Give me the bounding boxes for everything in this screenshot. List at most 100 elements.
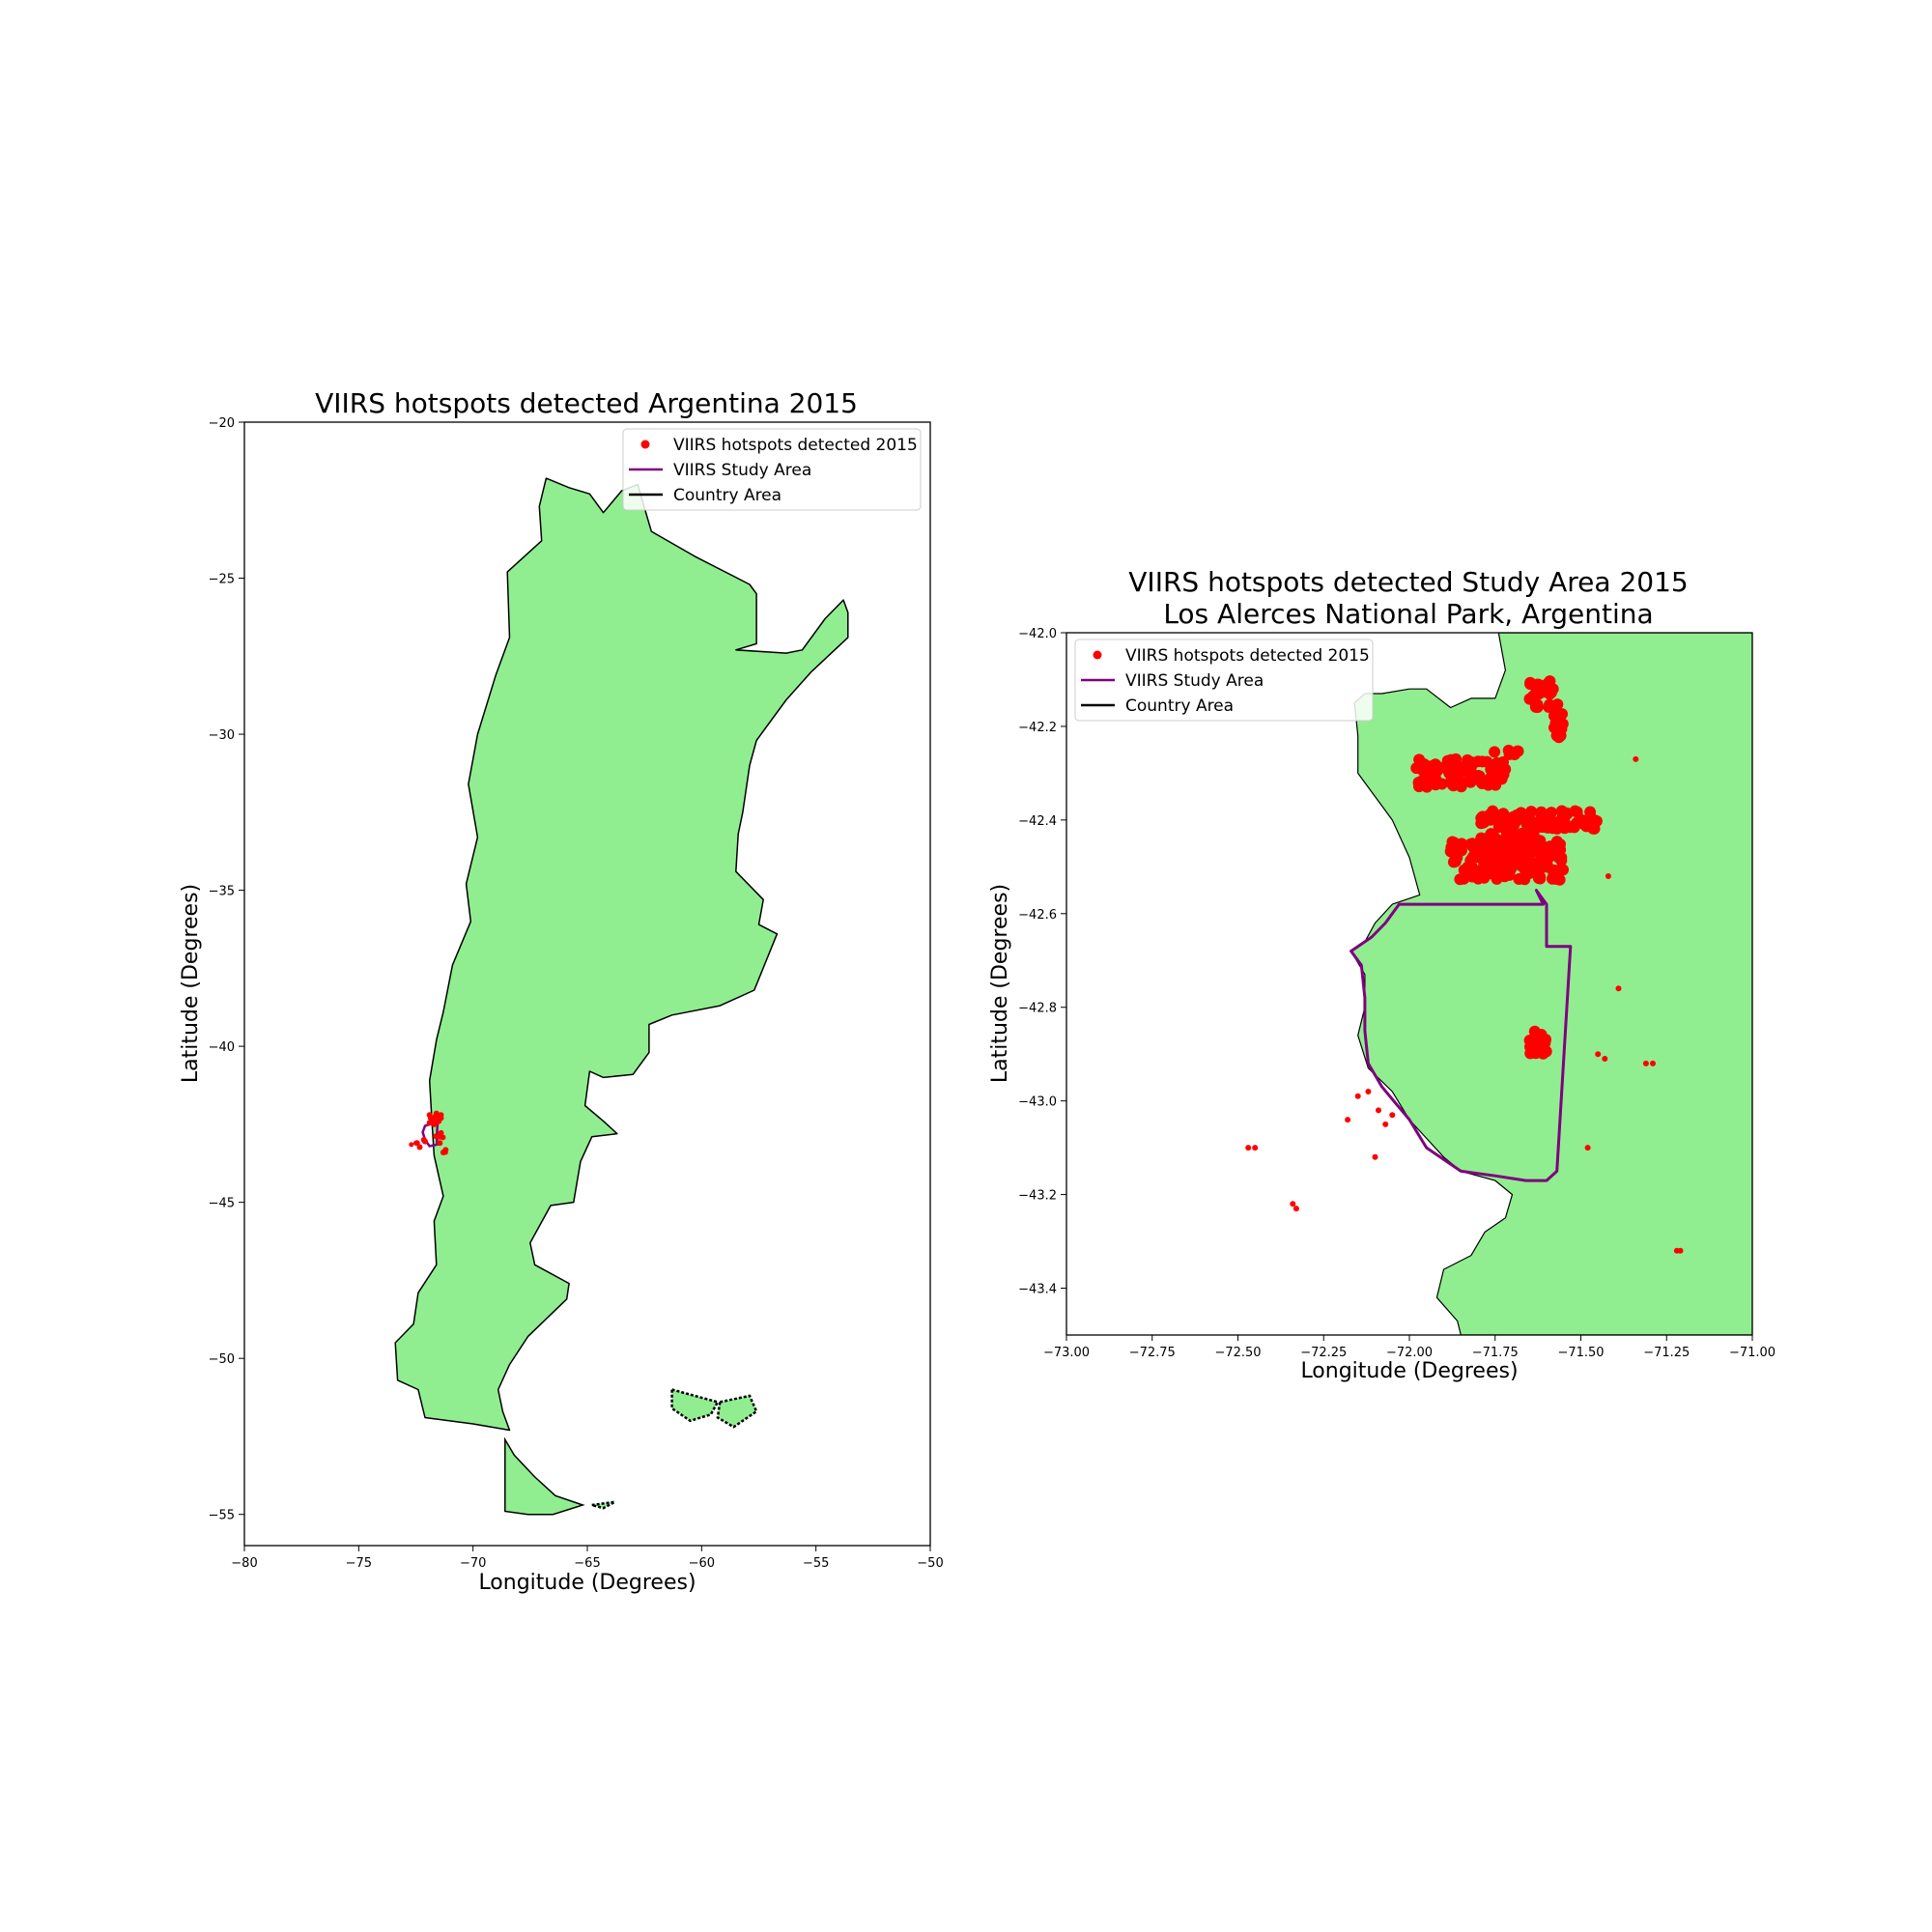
hotspot-point <box>1541 861 1553 873</box>
map-argentina-hotspots <box>409 1110 449 1155</box>
hotspot-point <box>442 1150 448 1155</box>
hotspot-point <box>1475 817 1488 830</box>
hotspot-point <box>1533 838 1546 850</box>
legend-country-label: Country Area <box>673 486 781 505</box>
map-study-area-x-tick-label: −73.00 <box>1043 1346 1090 1360</box>
hotspot-point <box>1500 846 1513 859</box>
hotspot-point <box>1354 1093 1361 1099</box>
hotspot-point <box>1466 851 1479 864</box>
map-argentina-x-tick-label: −75 <box>346 1556 372 1571</box>
hotspot-point <box>1576 815 1588 828</box>
legend-hotspot-marker <box>1093 650 1102 660</box>
hotspot-point <box>1345 1117 1351 1123</box>
hotspot-point <box>1525 806 1538 818</box>
map-argentina-x-tick-label: −65 <box>574 1556 600 1571</box>
map-argentina-y-tick-label: −45 <box>209 1197 235 1211</box>
hotspot-point <box>1389 1112 1396 1119</box>
hotspot-point <box>1382 1121 1389 1127</box>
country-polygon <box>1350 633 1752 1335</box>
map-study-area-legend: VIIRS hotspots detected 2015 VIIRS Study… <box>1074 639 1374 722</box>
legend-box <box>622 428 922 511</box>
map-study-area-geography <box>1350 633 1752 1335</box>
hotspot-point <box>1447 856 1460 868</box>
map-study-area-hotspots <box>1245 675 1684 1254</box>
hotspot-point <box>413 1140 418 1146</box>
hotspot-point <box>1551 698 1564 711</box>
map-argentina-x-tick-label: −60 <box>689 1556 715 1571</box>
map-argentina-x-tick-label: −70 <box>460 1556 486 1571</box>
hotspot-point <box>1489 746 1501 758</box>
hotspot-point <box>1410 762 1423 775</box>
map-study-area-x-tick-label: −71.00 <box>1729 1346 1776 1360</box>
island-polygon <box>716 1394 758 1429</box>
hotspot-point <box>1497 755 1509 768</box>
map-study-area-x-axis-label: Longitude (Degrees) <box>1300 1359 1518 1383</box>
hotspot-point <box>1520 860 1533 872</box>
map-argentina-y-tick-label: −20 <box>209 416 235 431</box>
hotspot-point <box>1589 814 1602 827</box>
country-polygon <box>394 477 849 1432</box>
hotspot-point <box>1472 774 1485 786</box>
map-study-area-x-tick-label: −72.25 <box>1300 1346 1347 1360</box>
hotspot-point <box>1534 870 1547 883</box>
legend-country-label: Country Area <box>1125 696 1234 716</box>
map-argentina-x-tick-label: −50 <box>917 1556 943 1571</box>
legend-study-area-label: VIIRS Study Area <box>673 461 811 480</box>
hotspot-point <box>1456 838 1468 850</box>
hotspot-point <box>1504 862 1517 874</box>
hotspot-point <box>437 1140 443 1147</box>
map-argentina-geography <box>394 477 849 1516</box>
map-study-area-y-tick-label: −42.8 <box>1018 1002 1057 1016</box>
hotspot-point <box>1506 825 1519 838</box>
hotspot-point <box>1416 777 1429 789</box>
map-study-area-y-ticks: −43.4 −43.2 −43.0 −42.8 −42.6 −42.4 −42.2 −42.0 <box>1018 627 1066 1297</box>
hotspot-point <box>1463 775 1475 787</box>
hotspot-point <box>1446 836 1459 848</box>
map-study-area-y-tick-label: −42.6 <box>1018 908 1057 923</box>
hotspot-point <box>1642 1060 1649 1066</box>
hotspot-point <box>1535 808 1548 820</box>
map-study-area-subtitle: Los Alerces National Park, Argentina <box>1163 598 1653 630</box>
map-argentina: VIIRS hotspots detected Argentina 2015 −… <box>179 387 944 1595</box>
map-study-area-x-ticks: −73.00 −72.75 −72.50 −72.25 −72.00 −71.75 −71.… <box>1043 1335 1776 1360</box>
hotspot-point <box>1615 985 1622 992</box>
hotspot-point <box>1245 1145 1252 1151</box>
map-argentina-x-ticks: −80 −75 −70 −65 −60 −55 −50 <box>231 1546 944 1571</box>
hotspot-point <box>427 1115 434 1122</box>
hotspot-point <box>420 1137 427 1143</box>
map-study-area-y-tick-label: −43.0 <box>1018 1095 1057 1110</box>
map-argentina-legend: VIIRS hotspots detected 2015 VIIRS Study… <box>622 428 922 511</box>
hotspot-point <box>1466 756 1478 769</box>
hotspot-point <box>1450 764 1463 777</box>
hotspot-point <box>440 1134 446 1141</box>
hotspot-point <box>1475 838 1488 851</box>
hotspot-point <box>1477 850 1490 862</box>
hotspot-point <box>435 1112 440 1119</box>
hotspot-point <box>1461 864 1473 876</box>
hotspot-point <box>1485 828 1497 840</box>
map-study-area-x-tick-label: −72.75 <box>1129 1346 1176 1360</box>
hotspot-point <box>409 1142 414 1148</box>
map-study-area-y-axis-label: Latitude (Degrees) <box>988 884 1012 1083</box>
map-study-area-y-tick-label: −42.4 <box>1018 814 1057 829</box>
hotspot-point <box>438 1129 444 1136</box>
hotspot-point <box>1673 1247 1680 1254</box>
hotspot-point <box>1595 1051 1602 1058</box>
map-argentina-y-axis-label: Latitude (Degrees) <box>179 884 203 1083</box>
map-argentina-y-tick-label: −30 <box>209 728 235 743</box>
hotspot-point <box>1435 778 1448 790</box>
hotspot-point <box>1511 745 1523 757</box>
legend-hotspots-label: VIIRS hotspots detected 2015 <box>1125 646 1370 666</box>
hotspot-point <box>1555 854 1568 867</box>
hotspot-point <box>1484 867 1496 880</box>
hotspot-point <box>1584 1145 1591 1151</box>
hotspot-point <box>1365 1089 1372 1094</box>
map-argentina-y-tick-label: −40 <box>209 1040 235 1055</box>
hotspot-point <box>1605 873 1611 879</box>
hotspot-point <box>1549 872 1562 885</box>
map-study-area-x-tick-label: −71.50 <box>1557 1346 1604 1360</box>
hotspot-point <box>1484 772 1496 784</box>
hotspot-point <box>1293 1206 1299 1212</box>
map-study-area-y-tick-label: −43.2 <box>1018 1189 1057 1204</box>
